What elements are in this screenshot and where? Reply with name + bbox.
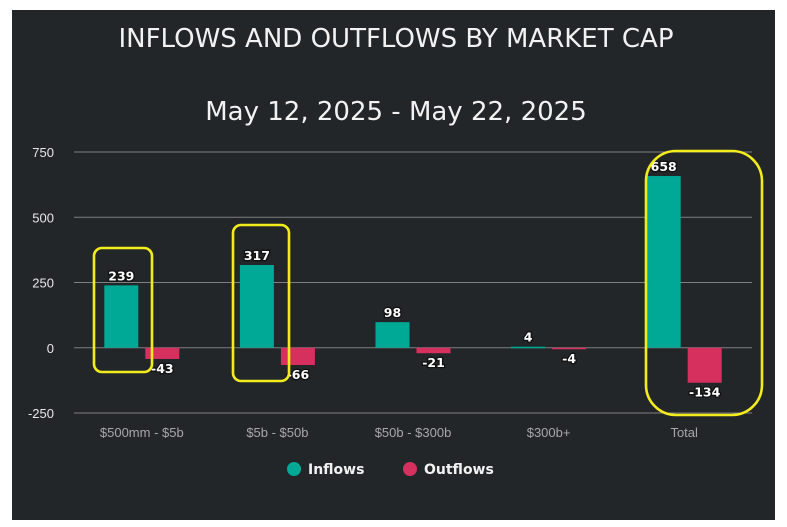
chart-panel: INFLOWS AND OUTFLOWS BY MARKET CAP May 1… — [12, 10, 775, 520]
data-label-inflows: 658 — [651, 159, 677, 174]
chart-title: INFLOWS AND OUTFLOWS BY MARKET CAP — [118, 24, 673, 54]
data-label-outflows: -134 — [689, 385, 721, 400]
legend-label-outflows: Outflows — [424, 462, 494, 478]
legend: Inflows Outflows — [287, 462, 494, 478]
y-tick-label: 750 — [32, 145, 54, 160]
data-label-inflows: 4 — [524, 330, 533, 345]
data-label-outflows: -21 — [422, 355, 445, 370]
x-category-label: $50b - $300b — [375, 425, 452, 440]
highlight-outlines — [92, 149, 764, 417]
bar-inflows-300b — [511, 346, 546, 349]
y-tick-label: 0 — [47, 341, 54, 356]
y-axis-ticks: 750 500 250 0 -250 — [28, 145, 54, 421]
data-label-inflows: 239 — [108, 268, 134, 283]
x-category-label: $300b+ — [527, 425, 571, 440]
bar-outflows-300b — [552, 347, 587, 350]
data-label-outflows: -66 — [287, 367, 310, 382]
bar-outflows-total — [687, 347, 722, 383]
bar-inflows-5b-50b — [239, 265, 274, 348]
y-tick-label: -250 — [28, 406, 54, 421]
bar-inflows-500mm-5b — [104, 285, 139, 348]
data-label-outflows: -4 — [562, 351, 576, 366]
x-category-label: $5b - $50b — [246, 425, 308, 440]
bar-inflows-50b-300b — [375, 322, 410, 348]
highlight-outline-total — [644, 149, 764, 417]
data-label-inflows: 98 — [384, 305, 401, 320]
legend-label-inflows: Inflows — [308, 462, 364, 478]
highlight-outline-5b-50b — [231, 223, 291, 383]
y-tick-label: 250 — [32, 276, 54, 291]
chart-subtitle: May 12, 2025 - May 22, 2025 — [205, 97, 587, 127]
highlight-outline-500mm-5b — [92, 246, 154, 374]
data-label-outflows: -43 — [151, 361, 174, 376]
bar-outflows-500mm-5b — [145, 347, 180, 359]
legend-swatch-inflows — [287, 462, 301, 476]
x-category-label: $500mm - $5b — [100, 425, 184, 440]
x-category-label: Total — [670, 425, 698, 440]
bars — [104, 176, 722, 383]
bar-inflows-total — [646, 176, 681, 348]
bar-outflows-50b-300b — [416, 347, 451, 354]
bar-outflows-5b-50b — [280, 347, 315, 365]
legend-swatch-outflows — [403, 462, 417, 476]
y-tick-label: 500 — [32, 210, 54, 225]
data-label-inflows: 317 — [244, 248, 270, 263]
x-axis-categories: $500mm - $5b $5b - $50b $50b - $300b $300b+… — [100, 425, 698, 440]
data-labels: 239 -43 317 -66 98 -21 4 -4 658 -134 — [107, 158, 722, 401]
gridlines — [74, 151, 752, 414]
chart-svg: INFLOWS AND OUTFLOWS BY MARKET CAP May 1… — [28, 24, 764, 478]
